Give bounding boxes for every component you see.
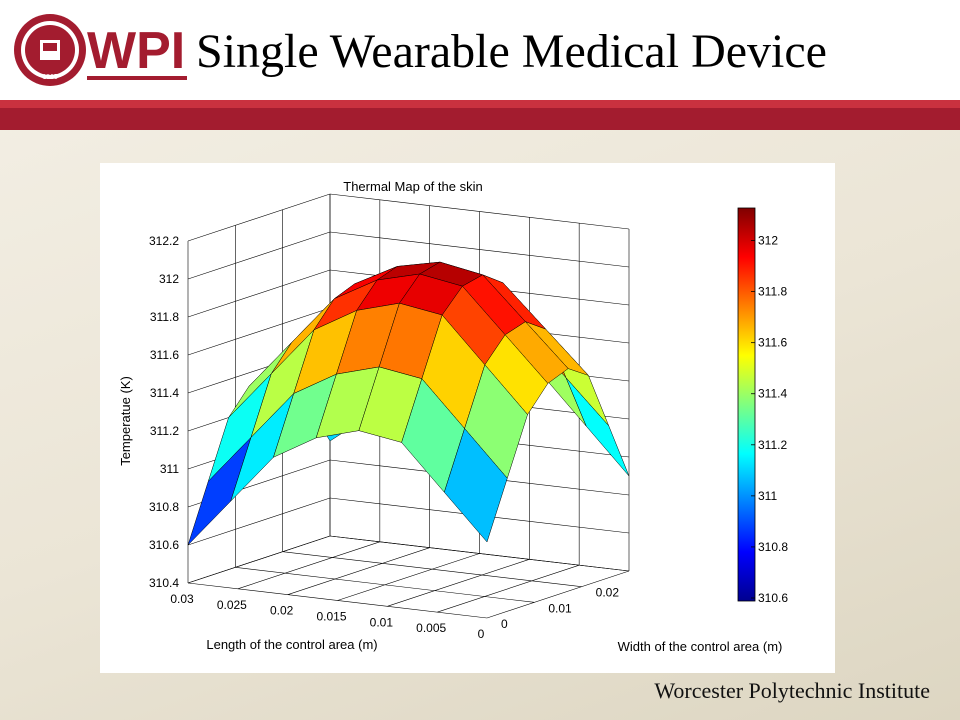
y-tick-label: 0.02 [596,586,620,600]
z-grid-left [187,497,331,546]
x-axis-label: Length of the control area (m) [206,637,377,652]
surface-patch [444,428,508,543]
z-grid-left [187,231,331,280]
floor-grid-u [437,564,580,613]
floor-grid-v [282,551,582,587]
z-tick-label: 311 [160,462,179,476]
x-tick-label: 0.02 [270,604,294,618]
logo-wordmark: WPI [87,22,185,80]
floor-grid-u [237,541,380,590]
axis-layer: 310.4 310.6 310.8 311 311.2 311.4 311.6 311.8 31… [149,234,619,641]
x-tick-label: 0.005 [416,621,446,635]
z-axis-label: Temperatue (K) [118,376,133,466]
chart-title: Thermal Map of the skin [343,179,482,194]
footer-institution: Worcester Polytechnic Institute [654,678,930,703]
colorbar-tick-label: 310.8 [758,540,788,554]
x-tick-label: 0 [478,627,485,641]
floor-grid-v [187,582,488,619]
header-band-light [0,100,960,108]
floor-grid-u [486,570,630,619]
z-tick-label: 310.4 [149,576,179,590]
colorbar-tick-label: 312 [758,234,778,248]
wpi-logo: 1865 WPI [14,14,187,86]
seal-year: 1865 [42,74,58,81]
logo-underline [87,76,187,80]
slide-title: Single Wearable Medical Device [196,25,827,78]
floor-grid-v [329,535,630,572]
colorbar-tick-label: 311.8 [758,285,787,299]
colorbar-tick-label: 311 [758,489,777,503]
z-tick-label: 311.4 [150,386,179,400]
colorbar-tick-label: 311.2 [758,438,787,452]
z-tick-label: 310.6 [149,538,179,552]
seal-book [43,43,57,51]
z-tick-label: 310.8 [149,500,179,514]
colorbar-layer: 310.6 310.8 311 311.2 311.4 311.6 311.8 312 [737,207,788,605]
floor-grid-u [287,547,430,595]
colorbar [737,207,756,602]
header-band-dark [0,108,960,130]
y-tick-label: 0 [501,617,508,631]
colorbar-tick-label: 311.6 [758,336,787,350]
colorbar-tick-label: 311.4 [758,387,787,401]
z-tick-label: 311.8 [150,310,179,324]
x-tick-label: 0.01 [370,615,394,629]
z-grid-left [187,307,331,356]
floor-grid-u [337,553,480,601]
floor-grid-v [235,567,535,603]
colorbar-tick-label: 310.6 [758,591,788,605]
x-tick-label: 0.03 [170,592,194,606]
x-tick-label: 0.015 [316,610,346,624]
chart-panel: 310.4 310.6 310.8 311 311.2 311.4 311.6 311.8 31… [100,163,835,673]
z-tick-label: 311.2 [150,424,179,438]
x-tick-label: 0.025 [217,598,247,612]
z-grid-left [187,193,331,242]
floor-grid-u [387,559,530,607]
z-grid-left [187,269,331,318]
floor-grid-u [187,535,331,584]
z-tick-label: 311.6 [150,348,179,362]
z-tick-label: 312 [159,272,179,286]
thermal-map-chart: 310.4310.6310.8311311.2311.4311.6311.831… [118,179,788,654]
slide-header: 1865 WPI Single Wearable Medical Device [0,0,960,100]
surface-patch [565,377,630,477]
y-axis-label: Width of the control area (m) [618,639,783,654]
z-tick-label: 312.2 [149,234,179,248]
y-tick-label: 0.01 [548,601,572,615]
surface-layer [187,261,630,546]
